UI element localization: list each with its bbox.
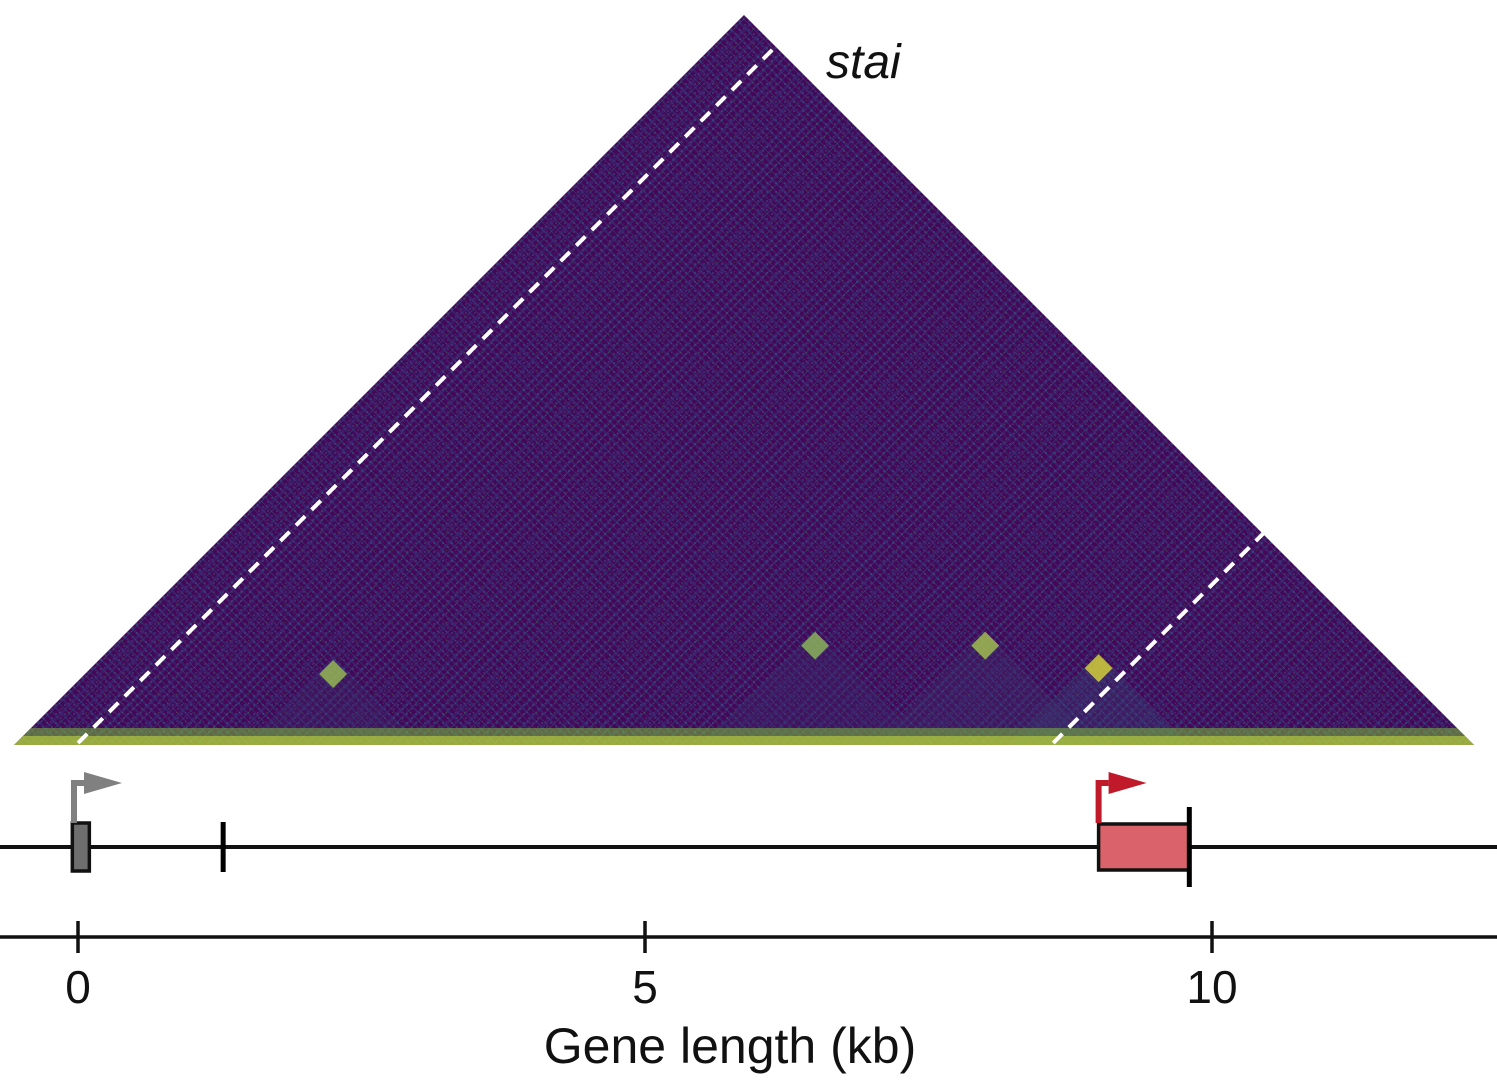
promoter-2-arrowhead [1108, 772, 1147, 794]
heatmap-hotspot-0 [1084, 654, 1113, 683]
heatmap-hotspot-5 [319, 659, 348, 688]
heatmap-domain-4 [701, 631, 929, 745]
heatmap-hotspot-1 [971, 631, 1000, 660]
contact-heatmap [14, 0, 1497, 745]
heatmap-domain-1 [871, 631, 1099, 745]
utr-exon-2 [1096, 822, 1192, 872]
gene-name-label: stai [826, 36, 902, 89]
heatmap-diagonal-band-bright [14, 736, 1474, 745]
promoter-2-stem [1095, 780, 1109, 823]
heatmap-domain-0 [1007, 654, 1190, 745]
heatmap-speckle [14, 15, 1474, 745]
heatmap-domain-5 [248, 659, 419, 745]
gene-model [0, 772, 1497, 887]
x-tick-label-0: 0 [65, 961, 91, 1013]
x-axis-title: Gene length (kb) [544, 1018, 916, 1074]
x-tick-label-10: 10 [1186, 961, 1237, 1013]
x-axis: 05101520 Gene length (kb) [0, 921, 1497, 1074]
utr-exon-1 [70, 821, 92, 873]
promoter-1-stem [71, 780, 84, 823]
x-tick-label-5: 5 [632, 961, 658, 1013]
heatmap-hotspot-4 [801, 631, 830, 660]
arrow-from-tss1-shaft [76, 0, 826, 745]
arrow-from-tss2-shaft [1051, 297, 1497, 745]
promoter-1-arrowhead [84, 772, 122, 794]
